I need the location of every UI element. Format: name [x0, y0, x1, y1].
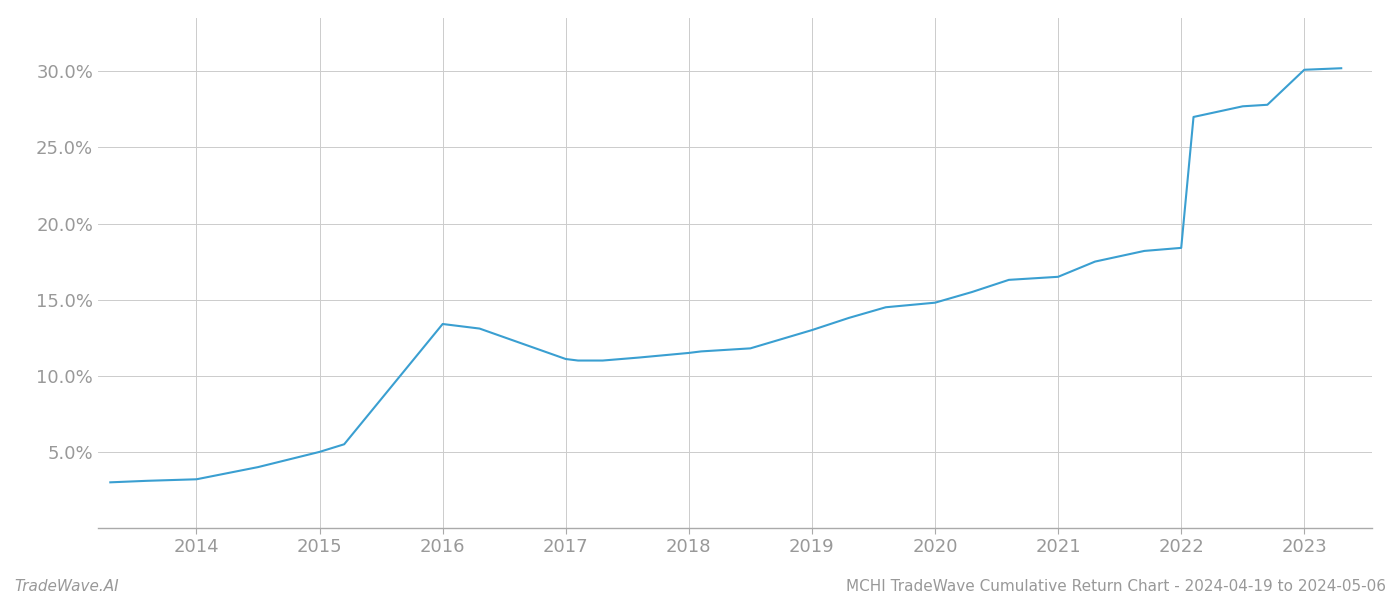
Text: TradeWave.AI: TradeWave.AI — [14, 579, 119, 594]
Text: MCHI TradeWave Cumulative Return Chart - 2024-04-19 to 2024-05-06: MCHI TradeWave Cumulative Return Chart -… — [846, 579, 1386, 594]
